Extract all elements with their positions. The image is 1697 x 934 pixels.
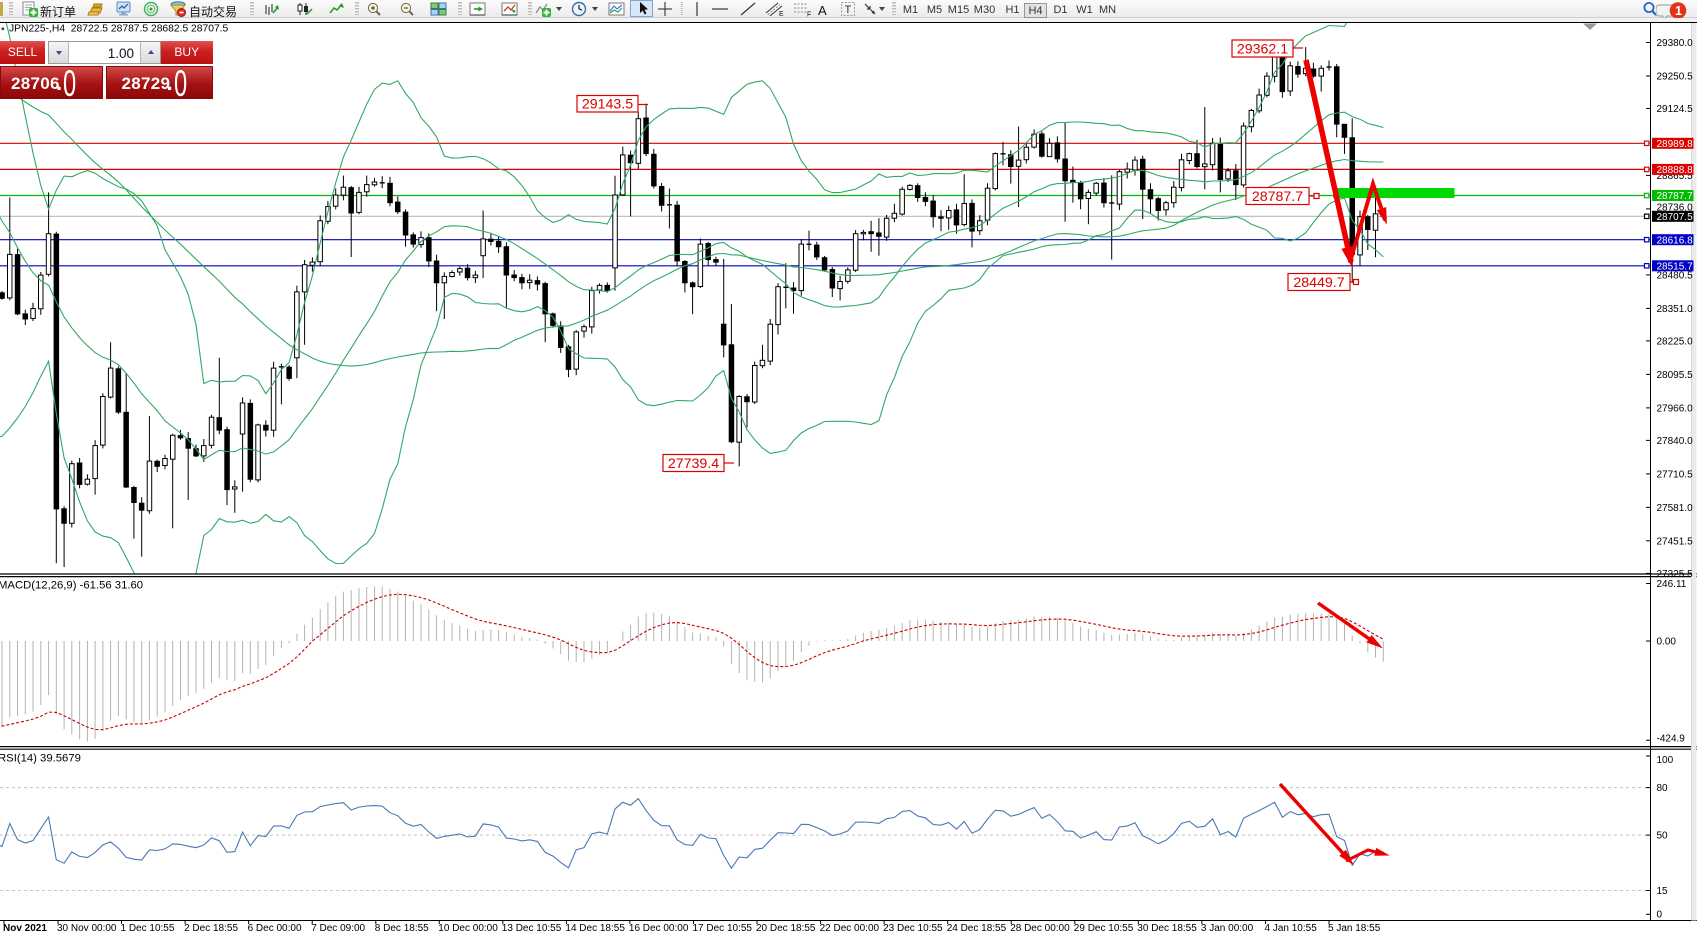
- svg-text:80: 80: [1657, 783, 1669, 794]
- svg-text:27581.0: 27581.0: [1657, 503, 1694, 514]
- svg-text:RSI(14) 39.5679: RSI(14) 39.5679: [0, 753, 81, 765]
- svg-text:28736.0: 28736.0: [1657, 202, 1694, 213]
- svg-text:MACD(12,26,9) -61.56 31.60: MACD(12,26,9) -61.56 31.60: [0, 580, 143, 592]
- svg-text:17 Dec 10:55: 17 Dec 10:55: [693, 923, 753, 934]
- svg-text:5 Jan 18:55: 5 Jan 18:55: [1328, 923, 1381, 934]
- svg-text:27966.0: 27966.0: [1657, 404, 1694, 415]
- svg-text:28480.5: 28480.5: [1657, 271, 1694, 282]
- svg-text:28787.7: 28787.7: [1252, 189, 1303, 205]
- svg-text:27840.0: 27840.0: [1657, 436, 1694, 447]
- svg-text:-424.9: -424.9: [1657, 734, 1686, 745]
- svg-text:28989.8: 28989.8: [1657, 139, 1694, 150]
- svg-text:29250.5: 29250.5: [1657, 72, 1694, 83]
- svg-text:3 Jan 00:00: 3 Jan 00:00: [1201, 923, 1254, 934]
- svg-text:JPN225-,H4 28722.5 28787.5 28: JPN225-,H4 28722.5 28787.5 28682.5 28707…: [9, 24, 229, 35]
- svg-text:1: 1: [1675, 4, 1682, 18]
- svg-text:28616.8: 28616.8: [1657, 235, 1694, 246]
- svg-text:29362.1: 29362.1: [1237, 42, 1288, 58]
- svg-text:20 Dec 18:55: 20 Dec 18:55: [756, 923, 816, 934]
- svg-text:0.00: 0.00: [1657, 637, 1677, 648]
- svg-text:30 Nov 00:00: 30 Nov 00:00: [57, 923, 117, 934]
- svg-text:28351.0: 28351.0: [1657, 304, 1694, 315]
- svg-text:28515.7: 28515.7: [1657, 262, 1694, 273]
- svg-text:29 Dec 10:55: 29 Dec 10:55: [1074, 923, 1134, 934]
- svg-text:2 Dec 18:55: 2 Dec 18:55: [184, 923, 238, 934]
- svg-text:28787.7: 28787.7: [1657, 191, 1694, 202]
- svg-text:14 Dec 18:55: 14 Dec 18:55: [565, 923, 625, 934]
- svg-text:27325.5: 27325.5: [1657, 569, 1694, 580]
- svg-text:13 Dec 10:55: 13 Dec 10:55: [502, 923, 562, 934]
- svg-text:6 Dec 00:00: 6 Dec 00:00: [248, 923, 302, 934]
- svg-text:27739.4: 27739.4: [668, 456, 719, 472]
- svg-text:E: E: [779, 11, 784, 17]
- svg-text:28865.5: 28865.5: [1657, 171, 1694, 182]
- svg-text:16 Dec 00:00: 16 Dec 00:00: [629, 923, 689, 934]
- svg-text:8 Dec 18:55: 8 Dec 18:55: [375, 923, 429, 934]
- svg-text:Nov 2021: Nov 2021: [3, 923, 47, 934]
- svg-text:30 Dec 18:55: 30 Dec 18:55: [1137, 923, 1197, 934]
- svg-text:29143.5: 29143.5: [582, 97, 633, 113]
- svg-text:246.11: 246.11: [1657, 579, 1687, 590]
- svg-text:7 Dec 09:00: 7 Dec 09:00: [311, 923, 365, 934]
- svg-text:0: 0: [1657, 909, 1663, 920]
- svg-text:24 Dec 18:55: 24 Dec 18:55: [947, 923, 1007, 934]
- svg-text:28888.8: 28888.8: [1657, 165, 1694, 176]
- svg-text:27710.5: 27710.5: [1657, 470, 1694, 481]
- svg-text:T: T: [845, 4, 852, 16]
- svg-text:28707.5: 28707.5: [1657, 212, 1694, 223]
- svg-text:10 Dec 00:00: 10 Dec 00:00: [438, 923, 498, 934]
- svg-text:F: F: [807, 12, 811, 18]
- svg-text:29124.5: 29124.5: [1657, 104, 1694, 115]
- svg-text:29380.0: 29380.0: [1657, 38, 1694, 49]
- svg-text:28 Dec 00:00: 28 Dec 00:00: [1010, 923, 1070, 934]
- svg-text:1 Dec 10:55: 1 Dec 10:55: [121, 923, 175, 934]
- svg-text:22 Dec 00:00: 22 Dec 00:00: [820, 923, 880, 934]
- svg-text:50: 50: [1657, 831, 1669, 842]
- svg-text:28225.0: 28225.0: [1657, 337, 1694, 348]
- svg-text:28449.7: 28449.7: [1293, 275, 1344, 291]
- svg-text:15: 15: [1657, 886, 1669, 897]
- svg-text:27451.5: 27451.5: [1657, 536, 1694, 547]
- svg-text:28095.5: 28095.5: [1657, 370, 1694, 381]
- svg-text:4 Jan 10:55: 4 Jan 10:55: [1265, 923, 1318, 934]
- svg-text:23 Dec 10:55: 23 Dec 10:55: [883, 923, 943, 934]
- svg-text:100: 100: [1657, 755, 1674, 766]
